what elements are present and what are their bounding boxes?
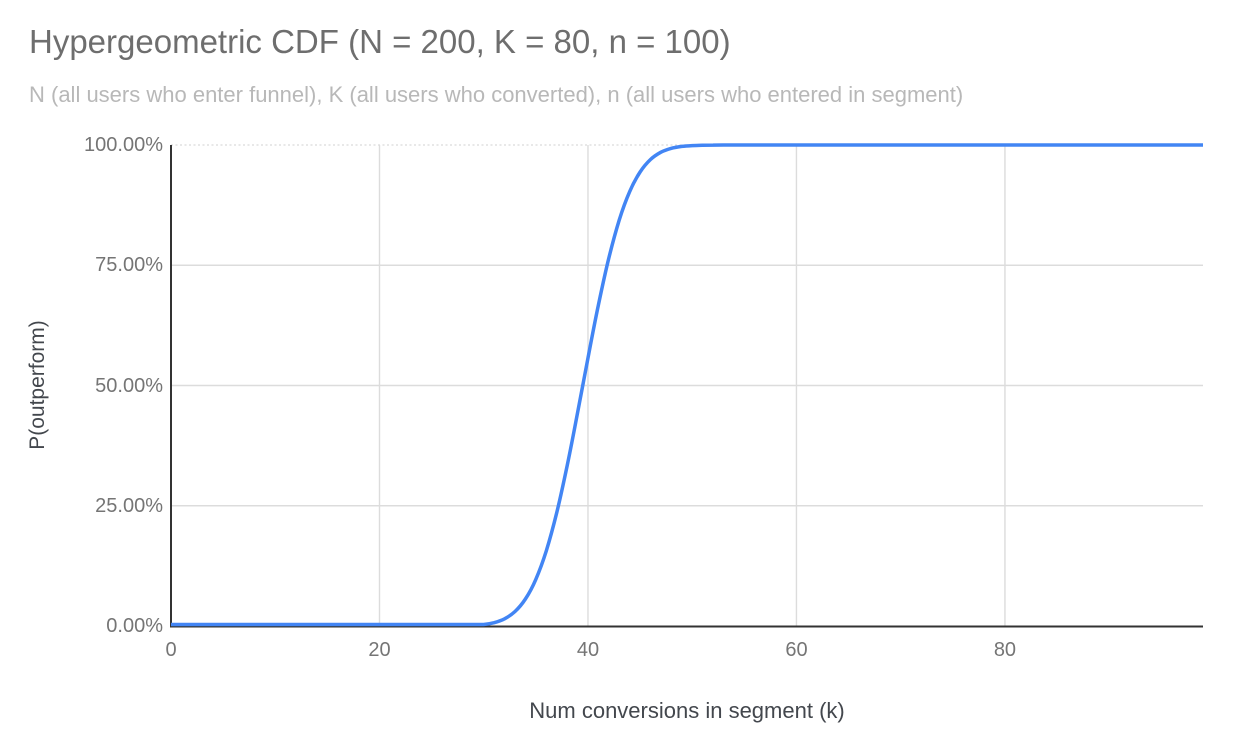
x-tick-label: 20	[368, 639, 391, 661]
y-tick-label: 25.00%	[95, 494, 163, 517]
chart-title: Hypergeometric CDF (N = 200, K = 80, n =…	[29, 23, 731, 60]
y-tick-label: 75.00%	[95, 254, 163, 277]
x-tick-label: 0	[165, 639, 177, 661]
x-tick-label: 80	[993, 639, 1017, 661]
y-tick-label: 50.00%	[95, 374, 163, 397]
x-tick-label: 40	[576, 639, 600, 661]
y-axis-title: P(outperform)	[26, 320, 49, 450]
y-tick-label: 100.00%	[84, 134, 163, 156]
x-tick-label: 60	[785, 639, 808, 661]
y-tick-label: 0.00%	[106, 615, 163, 637]
x-axis-title: Num conversions in segment (k)	[529, 698, 845, 723]
cdf-line-series[interactable]	[171, 143, 1203, 627]
chart-subtitle: N (all users who enter funnel), K (all u…	[29, 82, 964, 107]
